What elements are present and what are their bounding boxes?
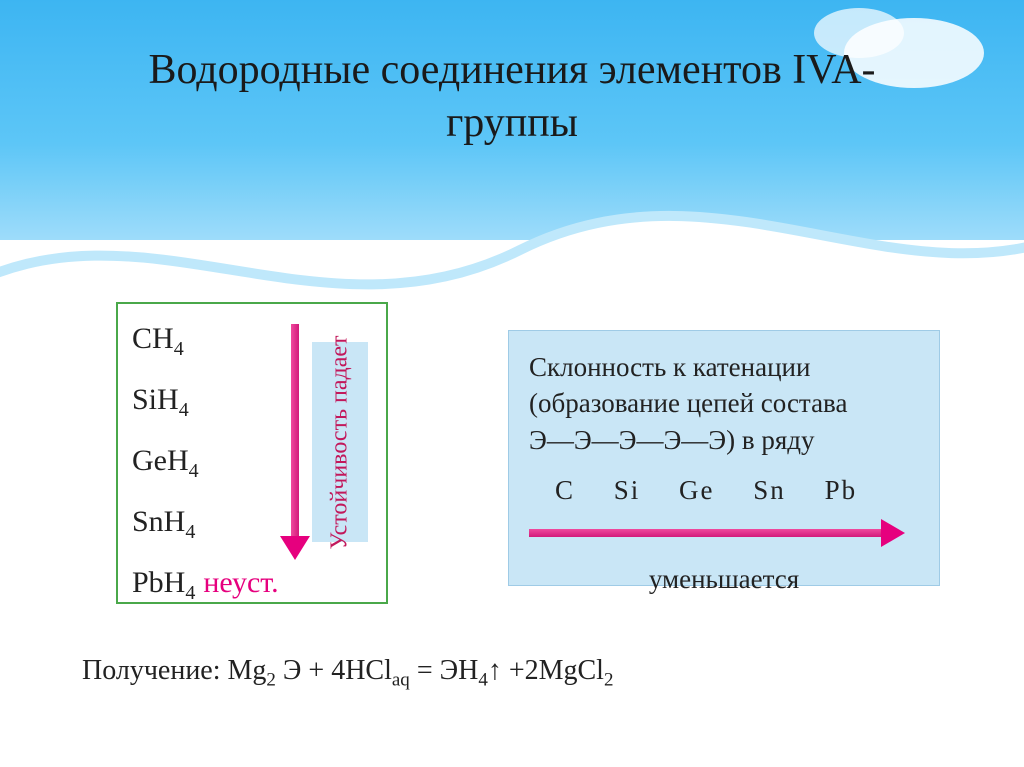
slide-title: Водородные соединения элементов IVA- гру… <box>0 44 1024 149</box>
equation-part: +2MgCl2 <box>509 655 614 686</box>
element-symbol: Pb <box>825 475 858 505</box>
element-symbol: Si <box>614 475 641 505</box>
catenation-text-1: Склонность к катенации <box>529 349 919 385</box>
decrease-label: уменьшается <box>529 561 919 597</box>
stability-indicator: Устойчивость падает <box>284 324 368 560</box>
up-arrow-icon: ↑ <box>488 654 502 685</box>
compound-formula: PbH4 <box>132 566 195 605</box>
element-series: C Si Ge Sn Pb <box>529 472 919 508</box>
compound-formula: GeH4 <box>132 444 199 483</box>
reaction-equation: Получение: Mg2 Э + 4HClaq = ЭH4↑ +2MgCl2 <box>82 654 613 692</box>
equation-part: Э + 4HClaq <box>283 655 410 686</box>
element-symbol: C <box>555 475 575 505</box>
arrow-right-icon <box>529 521 905 547</box>
stability-label: Устойчивость падает <box>312 342 368 542</box>
compounds-box: CH4 SiH4 GeH4 SnH4 PbH4 неуст. Устойчиво… <box>116 302 388 604</box>
element-symbol: Ge <box>679 475 714 505</box>
element-symbol: Sn <box>753 475 786 505</box>
compound-formula: CH4 <box>132 322 184 361</box>
equation-part: Mg2 <box>228 655 276 686</box>
catenation-text-3: Э—Э—Э—Э—Э) в ряду <box>529 422 919 458</box>
catenation-box: Склонность к катенации (образование цепе… <box>508 330 940 586</box>
title-line-1: Водородные соединения элементов IVA- <box>148 47 875 93</box>
catenation-text-2: (образование цепей состава <box>529 385 919 421</box>
compound-formula: SiH4 <box>132 383 189 422</box>
compound-row: PbH4 неуст. <box>132 566 372 605</box>
unstable-label: неуст. <box>203 566 278 600</box>
arrow-down-icon <box>284 324 306 560</box>
title-line-2: группы <box>446 100 578 146</box>
compound-formula: SnH4 <box>132 505 195 544</box>
equation-part: = ЭH4 <box>417 655 488 686</box>
equation-prefix: Получение: <box>82 655 228 686</box>
